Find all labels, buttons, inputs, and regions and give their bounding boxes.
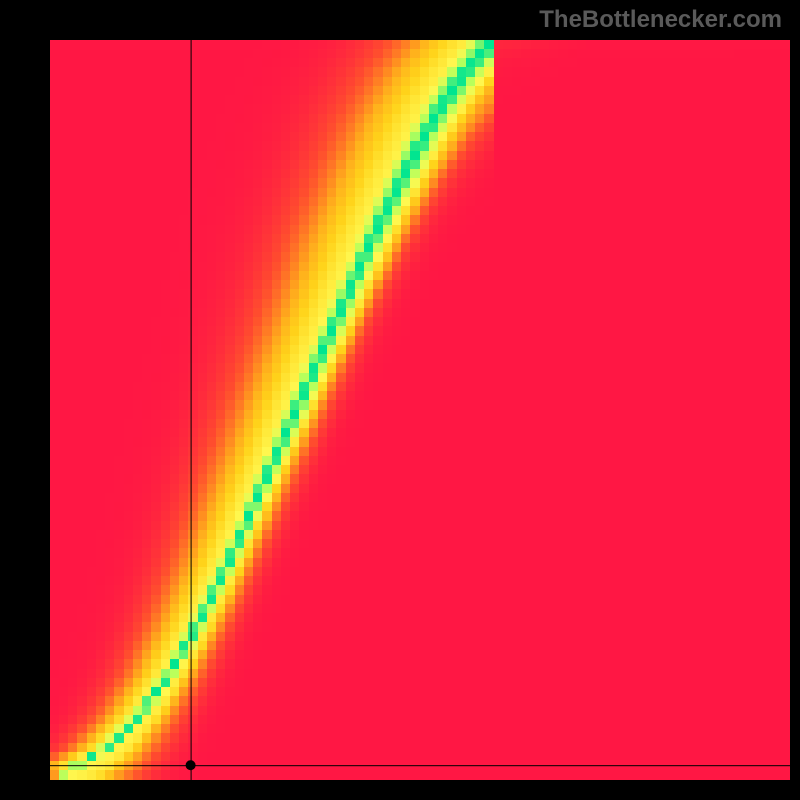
attribution-text: TheBottlenecker.com — [539, 6, 782, 34]
bottleneck-heatmap — [50, 40, 790, 780]
